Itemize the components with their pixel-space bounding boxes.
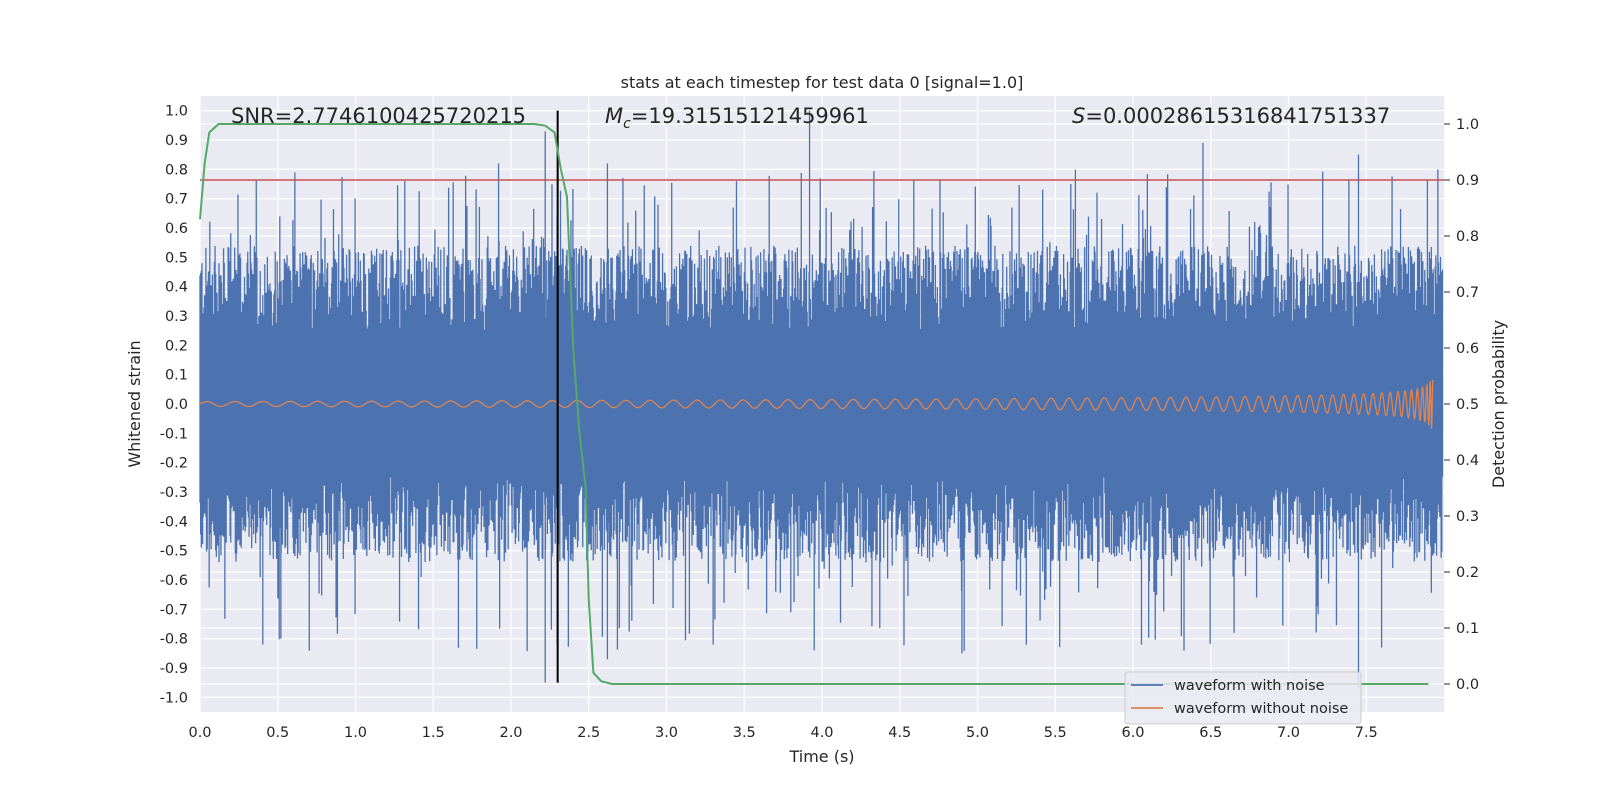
x-tick-label: 0.0 [188, 725, 211, 741]
x-axis-label: Time (s) [788, 747, 854, 766]
chirp-mass-symbol: M [605, 104, 623, 128]
series-waveform-without-noise [199, 379, 1434, 429]
y-tick-label-left: -0.8 [160, 632, 188, 648]
chirp-mass-subscript: c [623, 116, 631, 132]
x-tick-label: 2.5 [577, 725, 600, 741]
y-tick-label-right: 0.1 [1456, 621, 1479, 637]
legend-box [1124, 671, 1362, 725]
y-tick-label-left: 0.9 [165, 133, 188, 149]
series-waveform-with-noise [199, 110, 1444, 689]
noise-waveform-path [199, 110, 1444, 689]
series-detection-probability [199, 123, 1429, 685]
y-tick-label-left: 0.4 [165, 280, 188, 296]
x-tick-label: 5.5 [1044, 725, 1067, 741]
x-tick-label: 6.5 [1199, 725, 1222, 741]
y-tick-label-right: 0.7 [1456, 285, 1479, 301]
y-tick-label-left: 0.7 [165, 192, 188, 208]
y-tick-label-left: -0.5 [160, 544, 188, 560]
x-tick-label: 1.0 [344, 725, 367, 741]
y-tick-label-left: 1.0 [165, 104, 188, 120]
y-tick-label-left: 0.0 [165, 397, 188, 413]
y-tick-label-left: 0.6 [165, 221, 188, 237]
y-tick-label-left: 0.8 [165, 162, 188, 178]
y-tick-label-right: 0.3 [1456, 509, 1479, 525]
legend: waveform with noise waveform without noi… [1124, 671, 1362, 725]
x-tick-label: 4.0 [810, 725, 833, 741]
s-symbol: S [1072, 104, 1085, 128]
y-tick-label-right: 0.9 [1456, 173, 1479, 189]
y-tick-label-left: -0.6 [160, 573, 188, 589]
x-tick-label: 6.0 [1121, 725, 1144, 741]
y-tick-label-left: -0.9 [160, 661, 188, 677]
x-tick-label: 0.5 [266, 725, 289, 741]
y-tick-labels-right: 1.0 0.9 0.8 0.7 0.6 0.5 0.4 0.3 0.2 0.1 0.0 [1456, 117, 1479, 693]
y-tick-label-left: -0.2 [160, 456, 188, 472]
y-tick-label-right: 0.0 [1456, 677, 1479, 693]
x-tick-label: 3.5 [733, 725, 756, 741]
x-tick-label: 7.5 [1355, 725, 1378, 741]
legend-label-clean: waveform without noise [1174, 701, 1348, 717]
y-tick-label-left: -0.4 [160, 514, 188, 530]
y-tick-label-right: 0.4 [1456, 453, 1479, 469]
y-axis-label-right: Detection probability [1489, 320, 1508, 488]
y-tick-label-left: -1.0 [160, 690, 188, 706]
chirp-mass-annotation: Mc=19.31515121459961 [605, 104, 869, 132]
y-tick-label-left: -0.1 [160, 426, 188, 442]
snr-annotation: SNR=2.7746100425720215 [231, 104, 526, 128]
y-tick-label-right: 0.5 [1456, 397, 1479, 413]
y-tick-label-left: 0.1 [165, 368, 188, 384]
y-tick-label-left: -0.7 [160, 602, 188, 618]
y-tick-label-right: 0.6 [1456, 341, 1479, 357]
x-tick-label: 2.0 [499, 725, 522, 741]
x-tick-label: 1.5 [422, 725, 445, 741]
y-tick-label-right: 1.0 [1456, 117, 1479, 133]
chirp-mass-value: =19.31515121459961 [631, 104, 869, 128]
x-tick-label: 5.0 [966, 725, 989, 741]
y-tick-label-left: 0.2 [165, 338, 188, 354]
s-value: =0.00028615316841751337 [1085, 104, 1390, 128]
x-tick-label: 7.0 [1277, 725, 1300, 741]
s-annotation: S=0.00028615316841751337 [1072, 104, 1390, 128]
y-tick-label-right: 0.8 [1456, 229, 1479, 245]
x-tick-label: 3.0 [655, 725, 678, 741]
y-tick-labels-left: 1.0 0.9 0.8 0.7 0.6 0.5 0.4 0.3 0.2 0.1 0.0 -0.1 -0.… [160, 104, 188, 707]
y-tick-label-left: 0.3 [165, 309, 188, 325]
y-axis-label-left: Whitened strain [125, 340, 144, 467]
y-tick-label-left: -0.3 [160, 485, 188, 501]
y-tick-label-left: 0.5 [165, 250, 188, 266]
chart-title: stats at each timestep for test data 0 [… [621, 73, 1024, 92]
legend-label-noise: waveform with noise [1174, 678, 1325, 694]
y-tick-label-right: 0.2 [1456, 565, 1479, 581]
x-tick-labels: 0.0 0.5 1.0 1.5 2.0 2.5 3.0 3.5 4.0 4.5 5.0 5.5 6.0 6… [188, 725, 1377, 741]
x-tick-label: 4.5 [888, 725, 911, 741]
